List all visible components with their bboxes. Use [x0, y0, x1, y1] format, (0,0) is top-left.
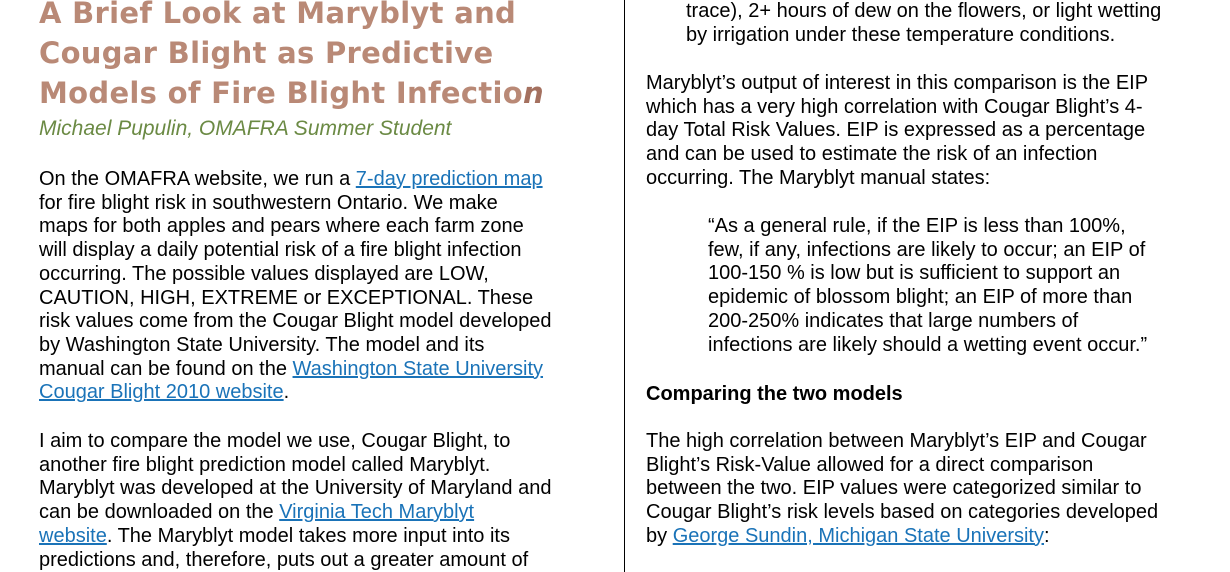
compare-paragraph: I aim to compare the model we use, Couga…: [39, 430, 551, 572]
eip-line-3: day Total Risk Values. EIP is expressed …: [646, 119, 1146, 142]
quote-line-6: infections are likely should a wetting e…: [708, 333, 1148, 356]
quote-line-5: 200-250% indicates that large numbers of: [708, 309, 1079, 332]
intro-line-1: On the OMAFRA website, we run a: [39, 168, 356, 190]
title-line-3-italic: n: [522, 76, 544, 110]
comparison-line-3: between the two. EIP values were categor…: [646, 477, 1142, 500]
sundin-msu-link[interactable]: George Sundin, Michigan State University: [672, 524, 1044, 547]
intro-line-5: occurring. The possible values displayed…: [39, 262, 489, 285]
title-line-3: Models of Fire Blight Infection: [39, 73, 609, 113]
comparison-line-1: The high correlation between Maryblyt’s …: [646, 430, 1147, 452]
compare-line-5-end: . The Maryblyt model takes more input in…: [106, 524, 510, 547]
article-title: A Brief Look at Maryblyt and Cougar Blig…: [39, 0, 609, 113]
column-divider: [624, 0, 625, 572]
comparison-line-5-end: :: [1044, 524, 1050, 547]
wsu-link-part-2[interactable]: Cougar Blight 2010 website: [39, 381, 284, 404]
comparison-line-5: by: [646, 524, 673, 547]
continued-line-2: by irrigation under these temperature co…: [686, 23, 1116, 46]
eip-line-5: occurring. The Maryblyt manual states:: [646, 166, 991, 189]
maryblyt-link-part-2[interactable]: website: [39, 524, 107, 547]
intro-line-4: will display a daily potential risk of a…: [39, 239, 522, 262]
intro-paragraph: On the OMAFRA website, we run a 7-day pr…: [39, 168, 551, 405]
eip-paragraph: Maryblyt’s output of interest in this co…: [646, 72, 1148, 191]
intro-line-8: by Washington State University. The mode…: [39, 333, 485, 356]
continued-line-1: trace), 2+ hours of dew on the flowers, …: [686, 0, 1162, 22]
intro-line-10-end: .: [283, 381, 290, 404]
title-line-1: A Brief Look at Maryblyt and: [39, 0, 517, 30]
eip-line-4: and can be used to estimate the risk of …: [646, 143, 1098, 166]
author-byline: Michael Pupulin, OMAFRA Summer Student: [39, 117, 452, 140]
title-line-2: Cougar Blight as Predictive: [39, 36, 494, 70]
intro-line-2: for fire blight risk in southwestern Ont…: [39, 191, 498, 214]
comparison-line-2: Blight’s Risk-Value allowed for a direct…: [646, 453, 1094, 476]
comparison-paragraph: The high correlation between Maryblyt’s …: [646, 430, 1158, 549]
continued-paragraph: trace), 2+ hours of dew on the flowers, …: [686, 0, 1161, 47]
eip-line-1: Maryblyt’s output of interest in this co…: [646, 72, 1149, 94]
prediction-map-link[interactable]: 7-day prediction map: [355, 168, 543, 190]
eip-line-2: which has a very high correlation with C…: [646, 95, 1143, 118]
comparison-line-4: Cougar Blight’s risk levels based on cat…: [646, 501, 1159, 524]
compare-line-4: can be downloaded on the: [39, 501, 280, 524]
compare-line-2: another fire blight prediction model cal…: [39, 453, 491, 476]
quote-line-1: “As a general rule, if the EIP is less t…: [708, 215, 1126, 237]
intro-line-6: CAUTION, HIGH, EXTREME or EXCEPTIONAL. T…: [39, 286, 534, 309]
compare-line-3: Maryblyt was developed at the University…: [39, 477, 552, 500]
intro-line-9: manual can be found on the: [39, 357, 293, 380]
compare-line-6: predictions and, therefore, puts out a g…: [39, 548, 529, 571]
maryblyt-link-part-1[interactable]: Virginia Tech Maryblyt: [279, 501, 475, 524]
compare-line-1: I aim to compare the model we use, Couga…: [39, 430, 511, 452]
section-heading: Comparing the two models: [646, 383, 903, 405]
quote-line-2: few, if any, infections are likely to oc…: [708, 238, 1146, 261]
wsu-link-part-1[interactable]: Washington State University: [292, 357, 544, 380]
intro-line-7: risk values come from the Cougar Blight …: [39, 310, 552, 333]
quote-line-3: 100-150 % is low but is sufficient to su…: [708, 262, 1121, 285]
intro-line-3: maps for both apples and pears where eac…: [39, 215, 524, 238]
quote-line-4: epidemic of blossom blight; an EIP of mo…: [708, 286, 1133, 309]
title-line-3-main: Models of Fire Blight Infectio: [39, 76, 523, 110]
left-column: A Brief Look at Maryblyt and Cougar Blig…: [39, 0, 609, 571]
manual-quote: “As a general rule, if the EIP is less t…: [708, 215, 1147, 357]
